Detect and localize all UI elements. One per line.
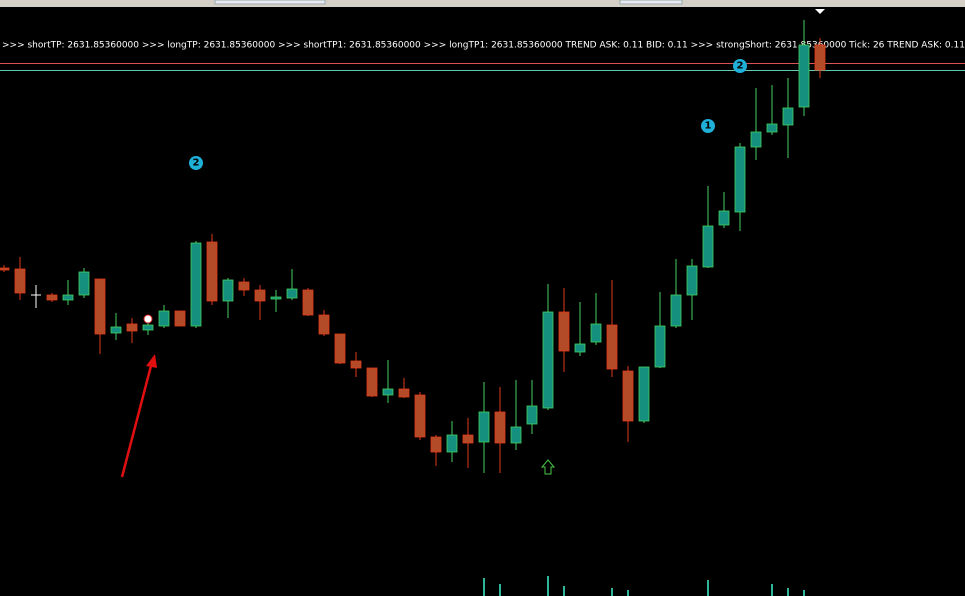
candle-body (798, 44, 810, 108)
candle-body (126, 323, 138, 332)
marker: 1 (701, 119, 715, 133)
ticker-text: >>> shortTP: 2631.85360000 >>> longTP: 2… (2, 41, 965, 51)
candle-body (334, 333, 346, 364)
annotation-arrow (120, 361, 154, 478)
candle-body (670, 294, 682, 327)
candle-body (142, 324, 154, 331)
marker: 2 (189, 156, 203, 170)
candle-body (590, 323, 602, 343)
candle-body (766, 123, 778, 133)
shift-marker (815, 9, 825, 14)
candle-body (206, 241, 218, 302)
candle-body (622, 370, 634, 422)
candle-body (318, 314, 330, 335)
candle-body (222, 279, 234, 302)
candles (0, 20, 826, 473)
candle-body (814, 44, 826, 71)
candle-body (78, 271, 90, 296)
signal-dot (143, 314, 153, 324)
candle-body (414, 394, 426, 438)
marker-label: 2 (737, 61, 744, 72)
marker-label: 2 (193, 158, 200, 169)
candle-body (654, 325, 666, 368)
toolbar-tab (214, 0, 326, 5)
candle-body (14, 268, 26, 294)
candle-body (286, 288, 298, 299)
candle-body (638, 366, 650, 422)
candle-body (302, 289, 314, 316)
candle-body (350, 360, 362, 369)
candle-body (270, 296, 282, 300)
candle-body (734, 146, 746, 213)
candle-body (110, 326, 122, 334)
annotation-arrowhead (146, 354, 157, 368)
candle-body (686, 265, 698, 296)
candle-body (94, 278, 106, 335)
candle-body (606, 324, 618, 370)
candle-body (0, 267, 10, 271)
candle-body (526, 405, 538, 425)
marker-label: 1 (705, 121, 712, 132)
toolbar-strip (0, 0, 965, 7)
candle-body (62, 294, 74, 301)
candle-body (558, 311, 570, 352)
candle-body (366, 367, 378, 397)
candle-body (750, 131, 762, 148)
candle-body (238, 281, 250, 291)
candle-body (446, 434, 458, 453)
candle-body (398, 388, 410, 398)
candle-body (430, 436, 442, 453)
candle-body (462, 434, 474, 444)
candle-body (174, 310, 186, 327)
buy-arrow (540, 459, 556, 475)
volume (483, 576, 805, 596)
marker: 2 (733, 59, 747, 73)
candle-body (542, 311, 554, 409)
candle-body (510, 426, 522, 444)
candle-body (782, 107, 794, 126)
candle-body (494, 411, 506, 444)
candle-body (158, 310, 170, 327)
toolbar-tab (619, 0, 683, 5)
candle-body (478, 411, 490, 443)
candle-body (718, 210, 730, 226)
candle-body (382, 388, 394, 396)
candle-body (702, 225, 714, 268)
candle-body (574, 343, 586, 353)
candle-body (46, 294, 58, 301)
candle-body (190, 242, 202, 327)
candle-body (254, 289, 266, 302)
